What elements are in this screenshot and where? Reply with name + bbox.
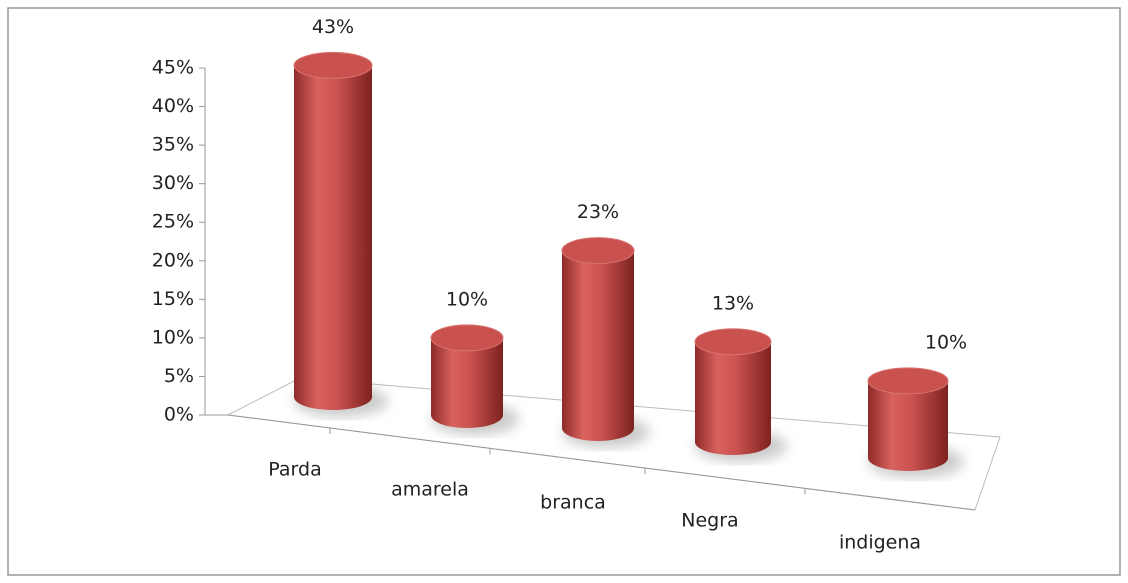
value-label: 10% [925, 331, 967, 353]
x-tick-label: amarela [391, 479, 469, 501]
bar-top [694, 328, 772, 356]
y-tick-label: 40% [152, 95, 194, 117]
bar [695, 341, 771, 455]
x-tick-label: branca [540, 492, 606, 514]
bar [294, 65, 372, 410]
x-tick-label: Negra [681, 510, 738, 532]
bar-top [430, 324, 504, 352]
bar-top [293, 51, 373, 79]
value-label: 10% [446, 288, 488, 310]
y-tick-label: 0% [164, 404, 194, 426]
y-tick-label: 5% [164, 365, 194, 387]
y-tick-label: 20% [152, 249, 194, 271]
y-tick-label: 15% [152, 288, 194, 310]
x-tick-label: indigena [839, 532, 921, 554]
bar [562, 250, 634, 441]
x-axis [227, 414, 976, 511]
value-label: 23% [577, 201, 619, 223]
bar-top [561, 237, 635, 265]
y-tick-label: 35% [152, 134, 194, 156]
x-tick-label: Parda [268, 459, 321, 481]
y-tick-label: 45% [152, 57, 194, 79]
value-label: 43% [312, 16, 354, 38]
bar [868, 380, 948, 471]
y-tick-label: 10% [152, 326, 194, 348]
value-label: 13% [712, 292, 754, 314]
y-tick-label: 25% [152, 211, 194, 233]
y-tick-label: 30% [152, 172, 194, 194]
bar [431, 337, 503, 428]
bar-top [867, 367, 949, 395]
